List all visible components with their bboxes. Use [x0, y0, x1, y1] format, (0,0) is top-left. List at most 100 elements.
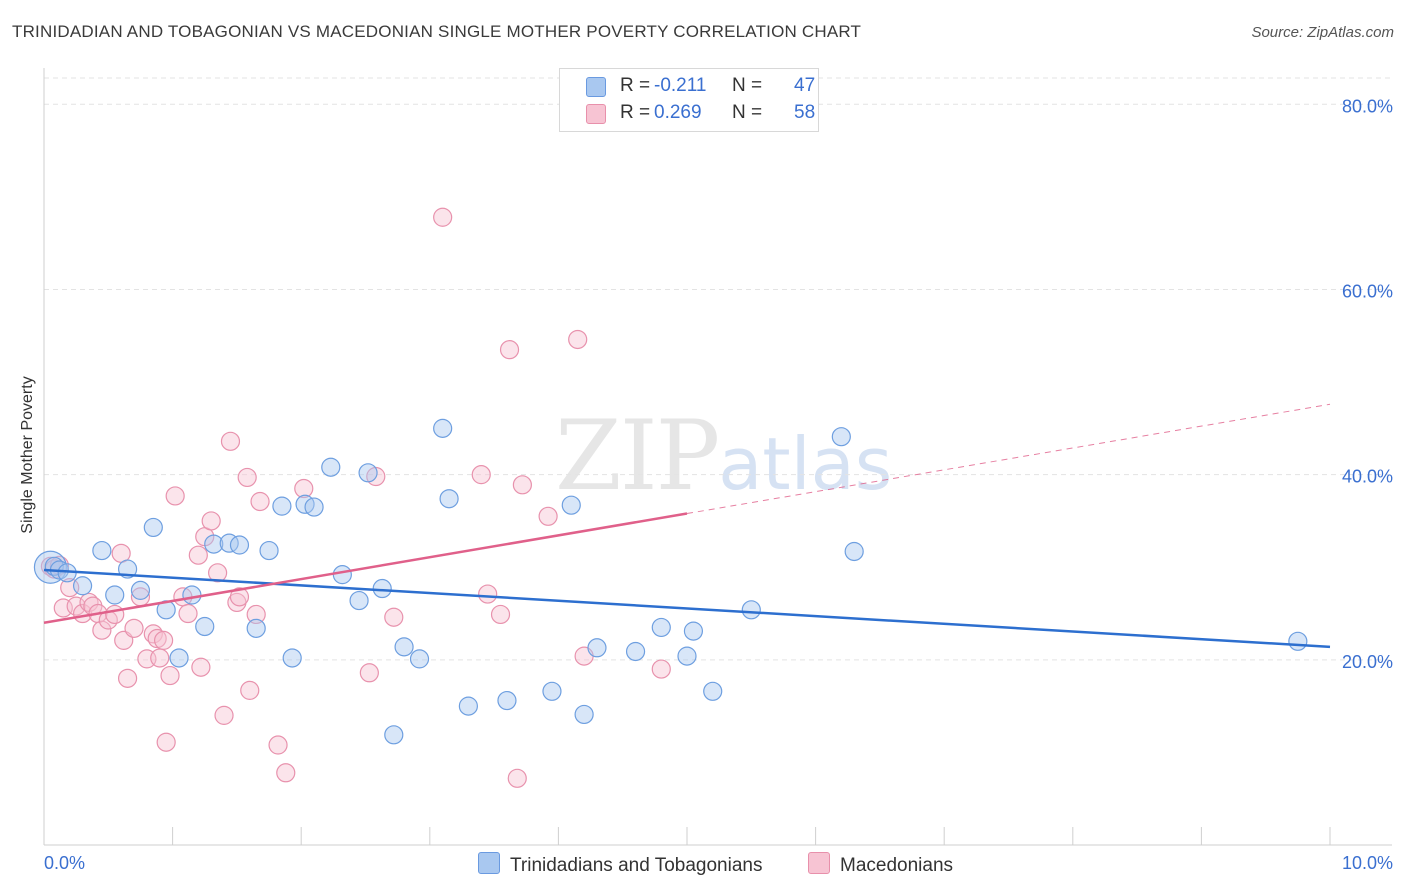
point-trinidadian — [651, 617, 671, 638]
point-trinidadian — [384, 725, 404, 745]
point-trinidadian — [625, 641, 646, 662]
legend-r-label: R = — [620, 102, 651, 123]
x-tick-label: 10.0% — [1342, 853, 1393, 873]
tick-labels: 20.0% 40.0% 60.0% 80.0% 0.0% 10.0% — [44, 96, 1393, 873]
point-trinidadian — [272, 496, 292, 516]
legend-swatch-pink — [586, 104, 606, 124]
legend-r-value: 0.269 — [654, 102, 702, 123]
point-trinidadian — [542, 681, 562, 701]
y-axis-label: Single Mother Poverty — [19, 376, 36, 534]
point-trinidadian — [831, 427, 851, 447]
x-tick-label: 0.0% — [44, 853, 85, 873]
y-tick-label: 80.0% — [1342, 96, 1393, 116]
point-macedonian — [160, 665, 180, 686]
point-trinidadian — [304, 497, 324, 517]
point-trinidadian — [741, 600, 761, 620]
point-macedonian — [229, 587, 250, 607]
point-trinidadian — [321, 457, 341, 477]
point-trinidadian — [259, 540, 279, 561]
point-macedonian — [124, 618, 144, 638]
point-macedonian — [384, 607, 404, 627]
point-trinidadian — [844, 541, 864, 562]
point-trinidadian — [105, 585, 125, 605]
point-macedonian — [66, 596, 86, 616]
point-trinidadian — [130, 580, 151, 600]
point-macedonian — [153, 630, 174, 650]
point-trinidadian — [332, 565, 352, 585]
bottom-legend-trinidadian: Trinidadians and Tobagonians — [478, 852, 762, 877]
point-macedonian — [105, 604, 125, 625]
point-macedonian — [208, 563, 228, 583]
point-macedonian — [237, 467, 257, 488]
point-macedonian — [276, 763, 296, 783]
point-trinidadian — [169, 648, 189, 668]
point-trinidadian — [497, 690, 517, 711]
point-trinidadian — [587, 638, 607, 658]
point-trinidadian — [394, 637, 414, 657]
data-points — [33, 207, 1308, 788]
chart-title: TRINIDADIAN AND TOBAGONIAN VS MACEDONIAN… — [12, 22, 862, 41]
point-macedonian — [150, 648, 170, 668]
grid-lines — [44, 77, 1392, 661]
correlation-legend: R = -0.211 N = 47 R = 0.269 N = 58 — [559, 68, 819, 132]
legend-n-label: N = — [732, 102, 763, 123]
point-trinidadian — [92, 540, 112, 561]
point-macedonian — [359, 663, 379, 683]
point-trinidadian — [204, 534, 224, 554]
point-macedonian — [568, 329, 588, 350]
point-trinidadian — [433, 418, 453, 438]
axes — [43, 68, 1392, 846]
point-macedonian — [268, 735, 288, 755]
point-macedonian — [499, 340, 520, 360]
watermark-atlas: atlas — [718, 422, 893, 506]
point-trinidadian — [409, 649, 430, 669]
point-trinidadian — [703, 681, 723, 701]
point-macedonian — [117, 668, 138, 688]
point-macedonian — [188, 545, 208, 565]
watermark: ZIPatlas — [555, 400, 892, 512]
legend-swatch-blue — [586, 77, 606, 97]
legend-n-label: N = — [732, 75, 763, 96]
y-tick-label: 20.0% — [1342, 652, 1393, 672]
point-trinidadian — [195, 616, 215, 637]
y-tick-label: 60.0% — [1342, 281, 1393, 301]
point-macedonian — [512, 475, 532, 495]
bottom-legend-label: Trinidadians and Tobagonians — [510, 855, 763, 876]
legend-n-value: 58 — [794, 102, 816, 123]
point-trinidadian — [229, 535, 250, 555]
point-macedonian — [471, 465, 491, 485]
point-trinidadian — [683, 621, 704, 641]
point-macedonian — [220, 431, 241, 451]
point-trinidadian — [349, 590, 369, 611]
point-trinidadian — [1288, 631, 1308, 651]
bottom-legend-swatch-pink — [808, 852, 830, 874]
point-macedonian — [178, 603, 198, 624]
point-macedonian — [165, 486, 185, 506]
point-macedonian — [246, 604, 266, 625]
legend-n-value: 47 — [794, 75, 816, 96]
point-trinidadian — [182, 585, 202, 605]
point-trinidadian — [458, 696, 478, 716]
point-macedonian — [507, 768, 527, 788]
point-macedonian — [191, 657, 211, 677]
legend-r-label: R = — [620, 75, 651, 96]
point-trinidadian — [677, 646, 697, 666]
point-trinidadian — [72, 576, 93, 596]
point-trinidadian — [439, 489, 459, 509]
bottom-legend-label: Macedonians — [840, 855, 954, 876]
point-macedonian — [490, 604, 511, 625]
bottom-legend-swatch-blue — [478, 852, 500, 874]
watermark-zip: ZIP — [555, 400, 720, 512]
legend-r-value: -0.211 — [654, 75, 707, 96]
point-macedonian — [92, 620, 112, 640]
point-macedonian — [651, 659, 671, 679]
point-macedonian — [294, 478, 314, 499]
trend-line-trinidadian — [43, 568, 1331, 649]
point-macedonian — [538, 506, 558, 526]
point-macedonian — [478, 584, 498, 604]
point-macedonian — [201, 511, 221, 531]
point-trinidadian — [246, 618, 266, 638]
point-macedonian — [156, 732, 176, 752]
point-trinidadian — [143, 517, 163, 538]
